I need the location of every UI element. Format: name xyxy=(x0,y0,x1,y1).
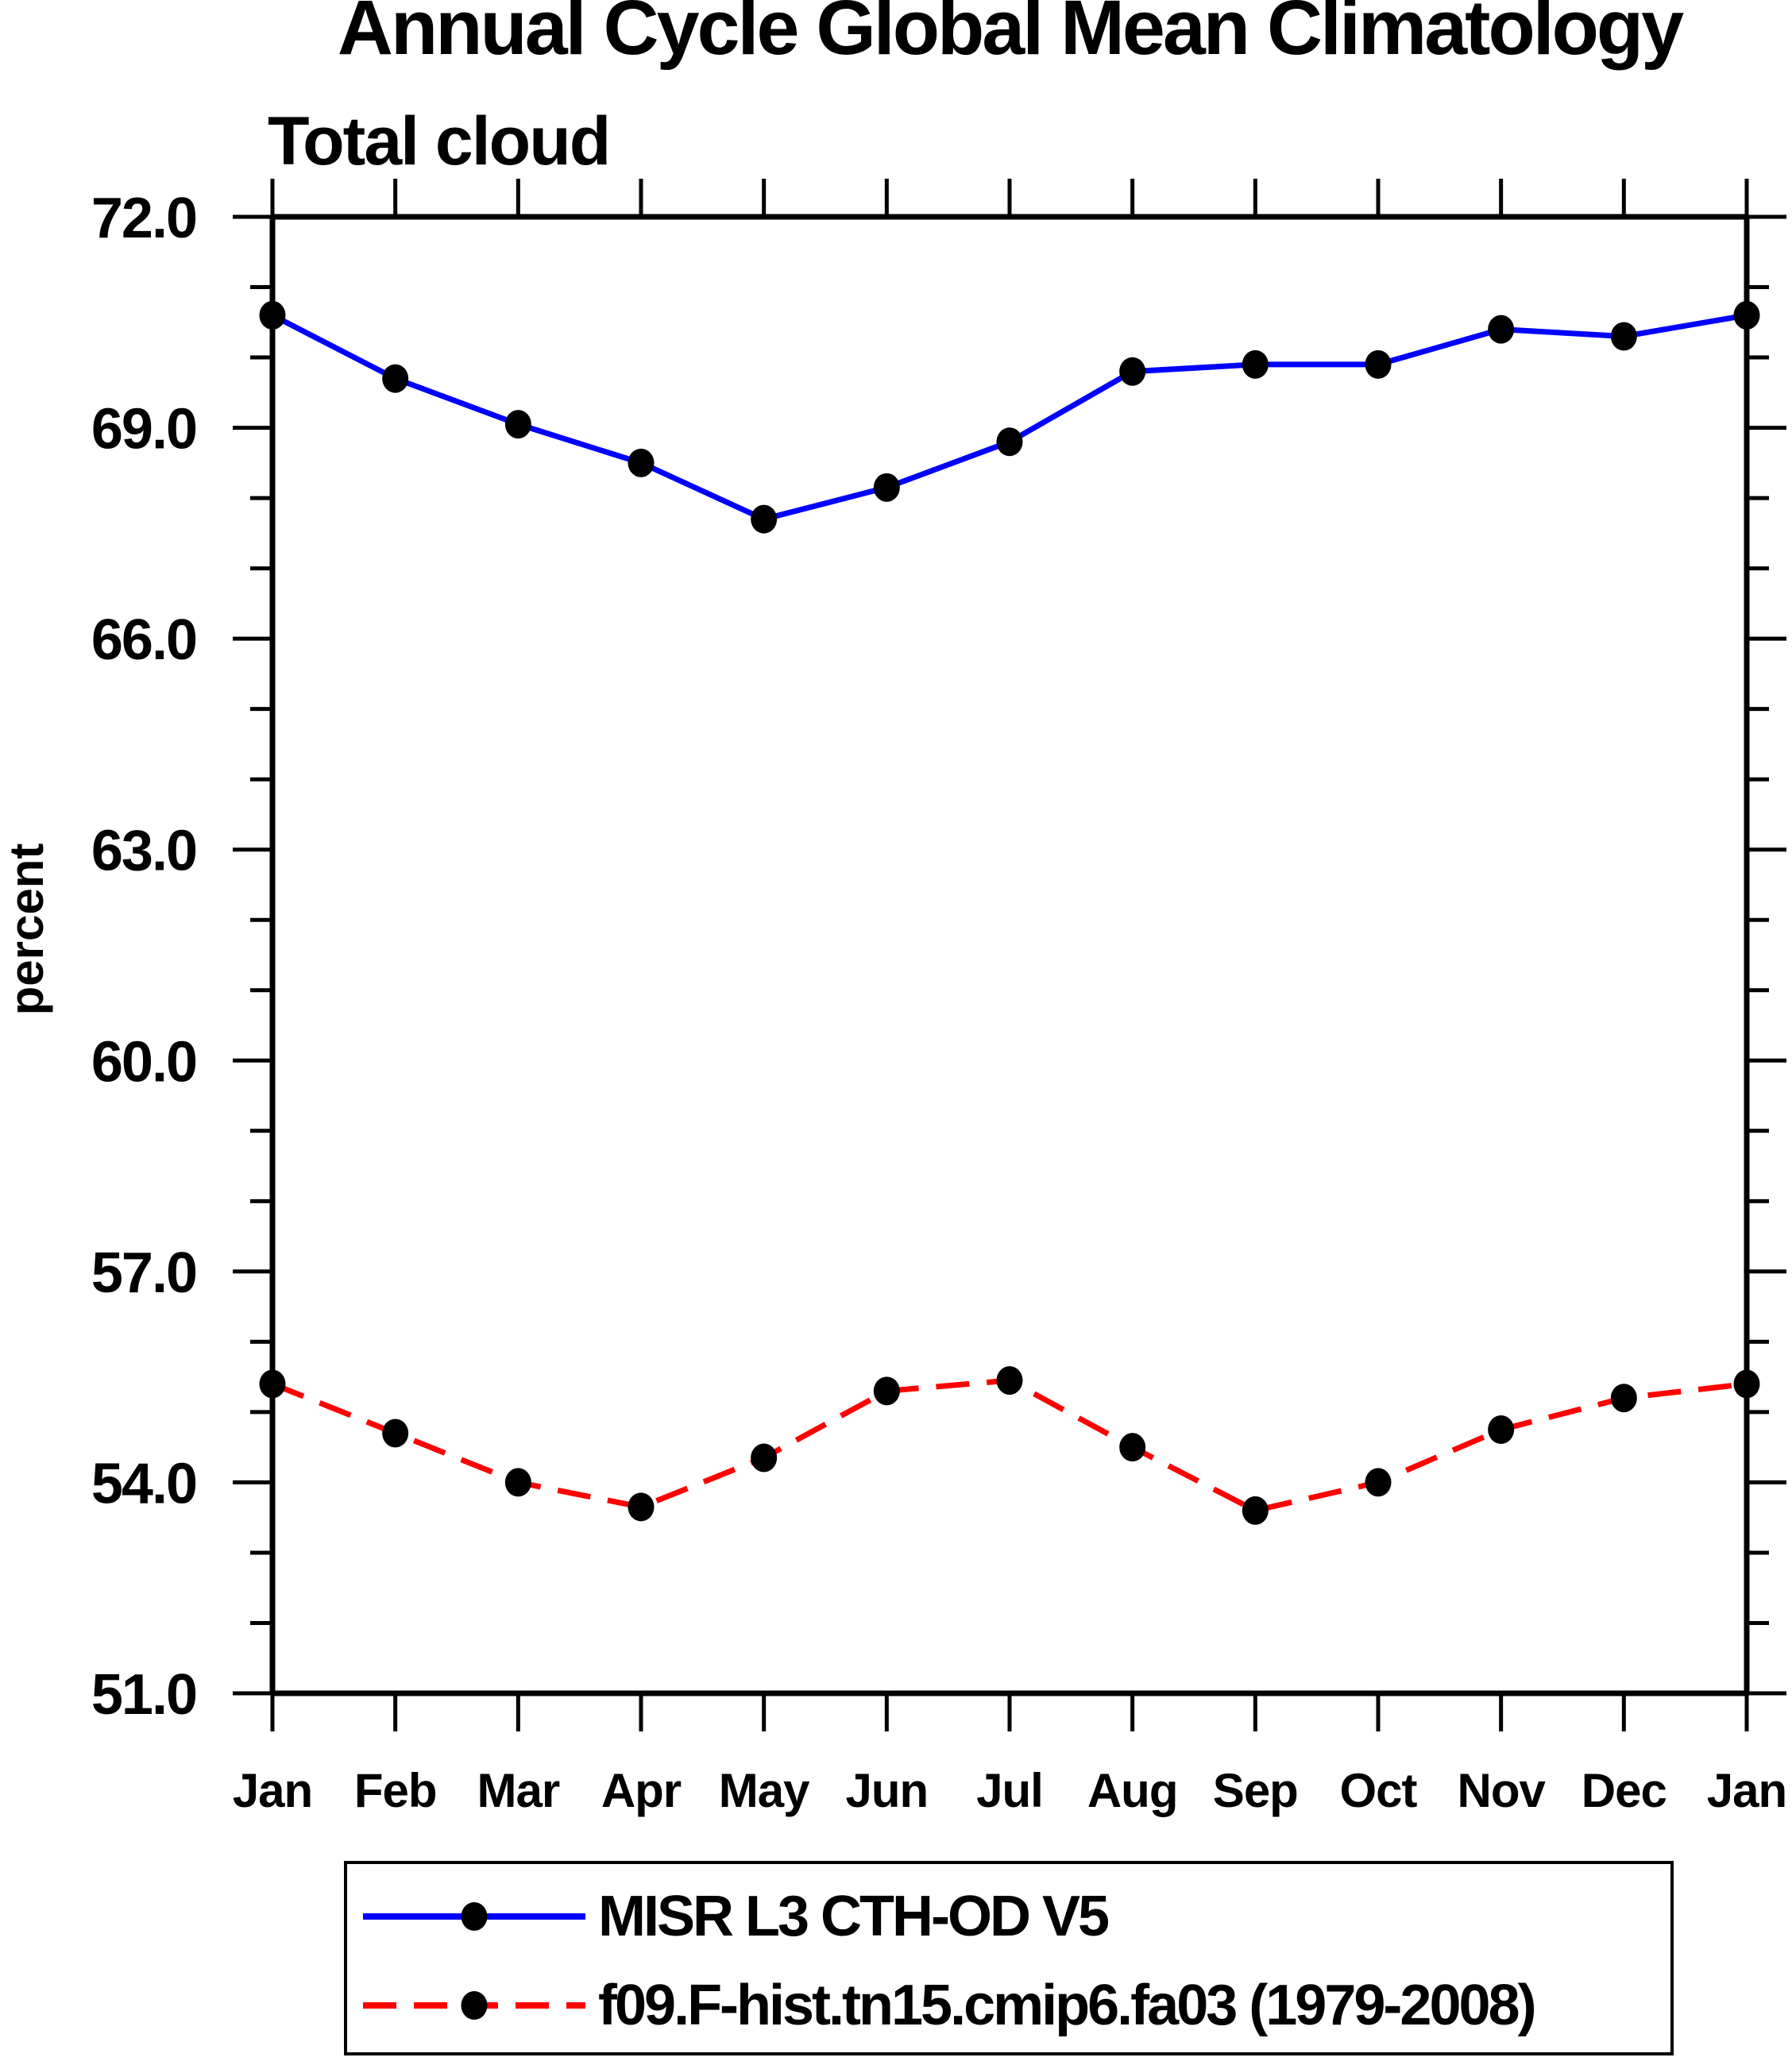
y-tick-label: 72.0 xyxy=(91,187,196,250)
x-tick-label: Feb xyxy=(354,1764,437,1817)
data-point-marker xyxy=(382,1418,409,1448)
series-markers-1 xyxy=(259,1366,1760,1525)
legend-marker-dot xyxy=(461,1991,488,2020)
x-tick-label: Aug xyxy=(1087,1764,1178,1817)
data-point-marker xyxy=(1610,1384,1637,1413)
data-point-marker xyxy=(259,300,286,330)
data-point-marker xyxy=(1119,1433,1146,1462)
data-point-marker xyxy=(996,1366,1023,1395)
data-point-marker xyxy=(1610,322,1637,351)
data-point-marker xyxy=(751,1443,778,1473)
legend-label-observation: MISR L3 CTH-OD V5 xyxy=(598,1885,1110,1948)
x-tick-label: Jan xyxy=(1707,1764,1786,1817)
data-point-marker xyxy=(1733,1369,1760,1399)
x-tick-label: May xyxy=(719,1764,810,1817)
data-point-marker xyxy=(504,410,531,439)
y-tick-label: 63.0 xyxy=(91,820,196,883)
data-point-marker xyxy=(873,473,900,502)
legend-item-observation: MISR L3 CTH-OD V5 xyxy=(353,1885,1110,1948)
y-axis-tick-labels: 51.0 54.0 57.0 60.0 63.0 66.0 69.0 72.0 xyxy=(91,187,198,1727)
series-line-1 xyxy=(271,1377,1748,1514)
y-tick-label: 69.0 xyxy=(91,398,196,461)
legend-label-model: f09.F-hist.tn15.cmip6.fa03 (1979-2008) xyxy=(598,1974,1537,2037)
x-tick-label: Nov xyxy=(1457,1764,1546,1817)
legend-item-model: f09.F-hist.tn15.cmip6.fa03 (1979-2008) xyxy=(353,1974,1537,2037)
legend-marker-dot xyxy=(461,1902,488,1931)
y-tick-label: 54.0 xyxy=(91,1452,196,1515)
x-tick-label: Jul xyxy=(976,1764,1043,1817)
data-point-marker xyxy=(628,448,655,477)
data-point-marker xyxy=(382,364,409,393)
data-point-marker xyxy=(1733,300,1760,330)
x-tick-label: Mar xyxy=(477,1764,559,1817)
series-line-0 xyxy=(271,312,1748,523)
series-markers-0 xyxy=(259,300,1760,534)
chart-subtitle: Total cloud xyxy=(268,103,611,179)
x-tick-label: Oct xyxy=(1339,1764,1417,1817)
data-point-marker xyxy=(1365,1468,1392,1497)
x-tick-label: Apr xyxy=(601,1764,682,1817)
y-tick-label: 66.0 xyxy=(91,608,196,672)
data-point-marker xyxy=(1242,349,1269,379)
data-point-marker xyxy=(1365,349,1392,379)
x-tick-label: Dec xyxy=(1582,1764,1666,1817)
x-axis-ticks xyxy=(270,179,1749,1731)
x-tick-label: Jun xyxy=(845,1764,928,1817)
data-point-marker xyxy=(1242,1496,1269,1525)
data-point-marker xyxy=(628,1492,655,1522)
legend-box: MISR L3 CTH-OD V5 f09.F-hist.tn15.cmip6.… xyxy=(344,1861,1674,2055)
data-point-marker xyxy=(996,427,1023,457)
data-point-marker xyxy=(1119,357,1146,386)
y-axis-ticks xyxy=(233,214,1786,1696)
x-axis-tick-labels: Jan Feb Mar Apr May Jun Jul Aug Sep Oct Nov Dec Jan xyxy=(233,1764,1787,1817)
x-tick-label: Jan xyxy=(233,1764,312,1817)
legend-sample-dashed-red-line xyxy=(363,1991,585,2020)
data-point-marker xyxy=(504,1468,531,1497)
data-point-marker xyxy=(1488,1415,1515,1445)
legend-sample-solid-blue-line xyxy=(363,1902,585,1931)
data-point-marker xyxy=(259,1369,286,1399)
chart-title: Annual Cycle Global Mean Climatology xyxy=(337,0,1684,71)
y-tick-label: 57.0 xyxy=(91,1241,196,1305)
y-tick-label: 60.0 xyxy=(91,1030,196,1094)
data-point-marker xyxy=(873,1376,900,1406)
x-tick-label: Sep xyxy=(1213,1764,1298,1817)
y-axis-title: percent xyxy=(0,843,53,1016)
data-point-marker xyxy=(751,504,778,534)
y-tick-label: 51.0 xyxy=(91,1663,196,1727)
data-point-marker xyxy=(1488,315,1515,344)
